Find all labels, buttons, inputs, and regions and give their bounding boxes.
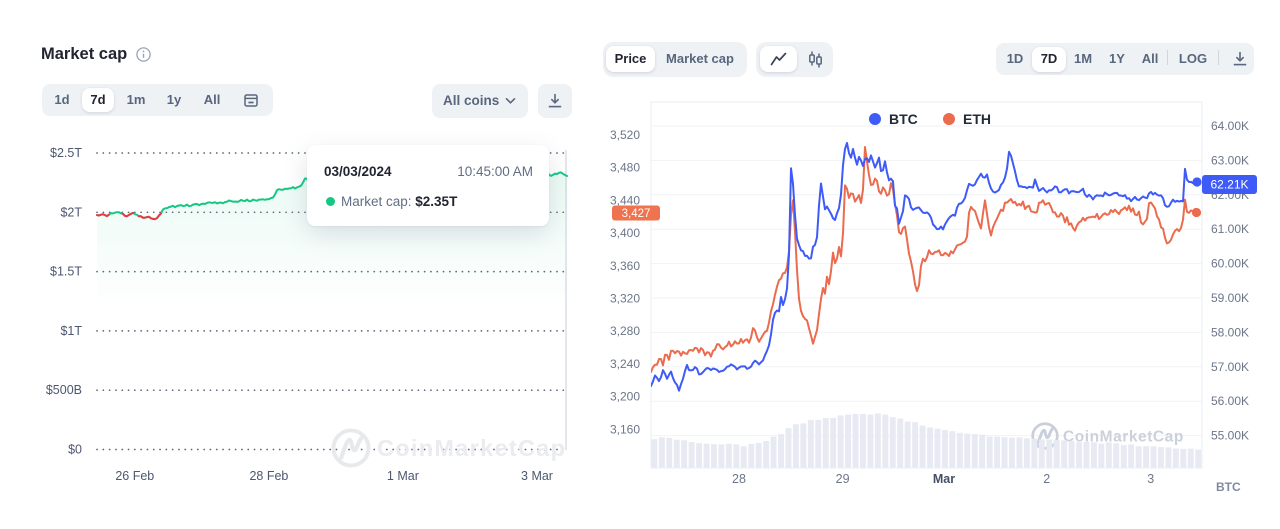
svg-text:BTC: BTC <box>889 111 918 127</box>
svg-text:3,440: 3,440 <box>610 193 640 207</box>
svg-text:64.00K: 64.00K <box>1211 119 1249 133</box>
svg-text:3,480: 3,480 <box>610 161 640 175</box>
svg-text:$2.5T: $2.5T <box>50 146 82 160</box>
svg-text:56.00K: 56.00K <box>1211 394 1249 408</box>
svg-text:$1.5T: $1.5T <box>50 265 82 279</box>
svg-text:58.00K: 58.00K <box>1211 325 1249 339</box>
svg-text:ETH: ETH <box>963 111 991 127</box>
svg-text:59.00K: 59.00K <box>1211 291 1249 305</box>
svg-text:$2T: $2T <box>60 205 82 219</box>
svg-text:3,520: 3,520 <box>610 128 640 142</box>
svg-text:$1T: $1T <box>60 324 82 338</box>
svg-text:1 Mar: 1 Mar <box>387 469 419 483</box>
svg-text:3,160: 3,160 <box>610 422 640 436</box>
svg-text:28 Feb: 28 Feb <box>249 469 288 483</box>
svg-text:3,320: 3,320 <box>610 292 640 306</box>
svg-text:28: 28 <box>732 472 746 486</box>
svg-text:3,427: 3,427 <box>622 208 651 220</box>
svg-text:CoinMarketCap: CoinMarketCap <box>1063 429 1184 446</box>
svg-text:60.00K: 60.00K <box>1211 257 1249 271</box>
svg-text:3,360: 3,360 <box>610 259 640 273</box>
svg-text:62.21K: 62.21K <box>1210 178 1248 192</box>
svg-text:63.00K: 63.00K <box>1211 153 1249 167</box>
svg-text:BTC: BTC <box>1216 480 1241 494</box>
svg-text:3: 3 <box>1147 472 1154 486</box>
svg-text:$500B: $500B <box>46 383 82 397</box>
svg-text:3,400: 3,400 <box>610 226 640 240</box>
svg-text:$0: $0 <box>68 443 82 457</box>
svg-text:3,200: 3,200 <box>610 390 640 404</box>
svg-text:29: 29 <box>836 472 850 486</box>
svg-text:3,240: 3,240 <box>610 357 640 371</box>
svg-text:2: 2 <box>1043 472 1050 486</box>
svg-text:3 Mar: 3 Mar <box>521 469 553 483</box>
svg-text:CoinMarketCap: CoinMarketCap <box>377 435 566 461</box>
svg-text:61.00K: 61.00K <box>1211 222 1249 236</box>
svg-text:Mar: Mar <box>933 472 955 486</box>
svg-text:3,280: 3,280 <box>610 324 640 338</box>
svg-text:57.00K: 57.00K <box>1211 360 1249 374</box>
svg-text:55.00K: 55.00K <box>1211 429 1249 443</box>
svg-text:26 Feb: 26 Feb <box>115 469 154 483</box>
